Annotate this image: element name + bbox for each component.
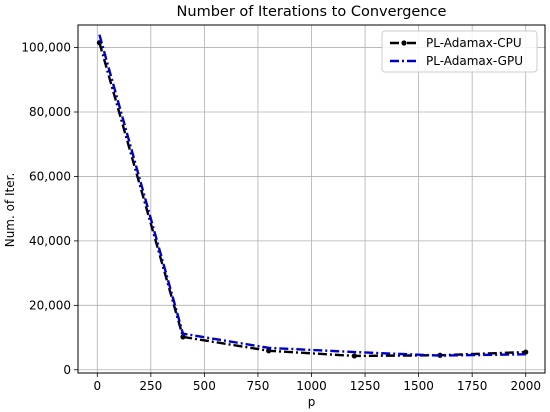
- y-axis: 0 20,000 40,000 60,000 80,000 100,000: [21, 41, 78, 377]
- x-tick-label: 1000: [296, 379, 327, 393]
- data-point: [266, 348, 272, 354]
- legend-marker: [401, 40, 407, 46]
- x-tick-label: 1500: [403, 379, 434, 393]
- legend-label: PL-Adamax-GPU: [426, 54, 523, 68]
- y-tick-label: 40,000: [29, 234, 71, 248]
- x-axis: 0 250 500 750 1000 1250 1500 1750 2000: [93, 373, 541, 393]
- data-point: [351, 353, 357, 359]
- series-layer: [96, 34, 529, 359]
- y-tick-label: 0: [63, 363, 71, 377]
- data-point: [180, 334, 186, 340]
- grid-lines: [78, 25, 545, 373]
- x-tick-label: 0: [93, 379, 101, 393]
- x-tick-label: 250: [139, 379, 162, 393]
- series-line-gpu: [98, 34, 526, 357]
- x-axis-label: p: [308, 395, 316, 409]
- legend: PL-Adamax-CPU PL-Adamax-GPU: [381, 30, 538, 73]
- x-tick-label: 2000: [510, 379, 541, 393]
- x-tick-label: 750: [246, 379, 269, 393]
- legend-label: PL-Adamax-CPU: [426, 36, 522, 50]
- x-tick-label: 1750: [457, 379, 488, 393]
- y-axis-label: Num. of Iter.: [3, 173, 17, 248]
- x-tick-label: 500: [193, 379, 216, 393]
- y-tick-label: 80,000: [29, 105, 71, 119]
- chart-title: Number of Iterations to Convergence: [177, 4, 447, 20]
- legend-box: [381, 30, 538, 73]
- y-tick-label: 20,000: [29, 298, 71, 312]
- x-tick-label: 1250: [350, 379, 381, 393]
- y-tick-label: 100,000: [21, 41, 71, 55]
- y-tick-label: 60,000: [29, 169, 71, 183]
